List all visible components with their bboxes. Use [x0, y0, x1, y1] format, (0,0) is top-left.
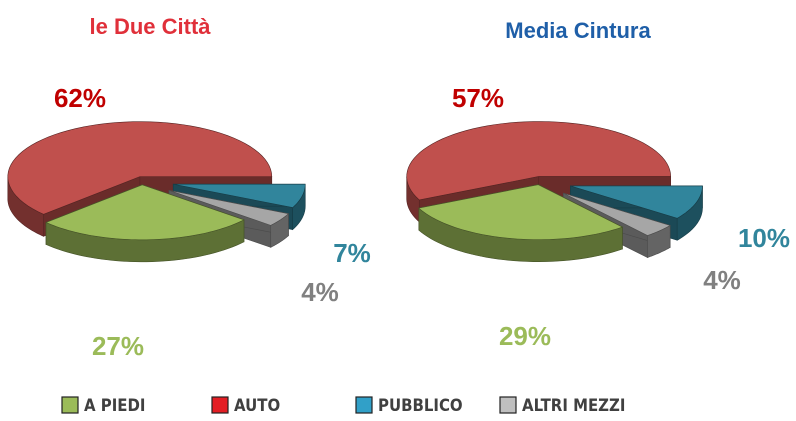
slice-top [570, 185, 703, 219]
slice-top [7, 121, 273, 215]
data-label: 29% [499, 321, 551, 351]
chart-title: le Due Città [89, 14, 211, 39]
legend-label: PUBBLICO [378, 395, 463, 415]
data-label: 27% [92, 331, 144, 361]
slice-top [406, 121, 672, 201]
slice-top [45, 184, 245, 241]
slice-top [563, 192, 671, 236]
data-label: 62% [54, 83, 106, 113]
pie-slice [45, 184, 245, 263]
data-label: 4% [703, 265, 741, 295]
legend-swatch [211, 396, 229, 414]
slice-top [173, 183, 306, 208]
legend-swatch [61, 396, 79, 414]
legend-swatch [355, 396, 373, 414]
chart-title: Media Cintura [505, 18, 651, 43]
legend-label: A PIEDI [84, 395, 145, 415]
data-label: 4% [301, 277, 339, 307]
data-label: 7% [333, 238, 371, 268]
legend-label: ALTRI MEZZI [522, 395, 625, 415]
slice-top [168, 189, 290, 226]
legend-label: AUTO [234, 395, 280, 415]
pie-slice [418, 184, 624, 262]
legend-swatch [499, 396, 517, 414]
slice-top [418, 184, 624, 240]
data-label: 10% [738, 223, 790, 253]
data-label: 57% [452, 83, 504, 113]
